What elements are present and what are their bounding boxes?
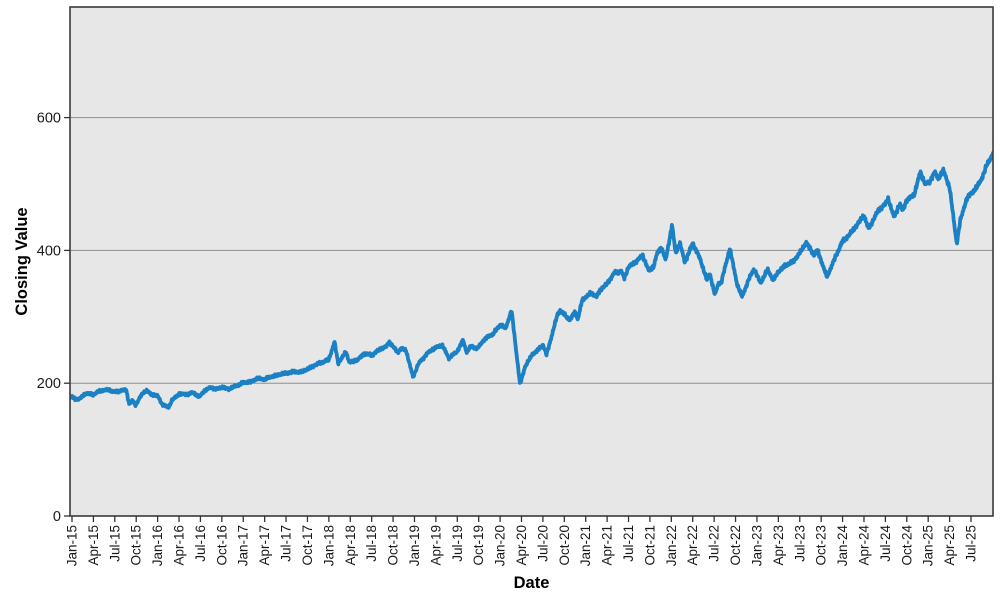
x-tick-label-Jan-25: Jan-25 (921, 525, 936, 566)
x-axis-title: Date (514, 574, 550, 592)
x-tick-label-Apr-17: Apr-17 (257, 525, 272, 566)
x-tick-label-Apr-24: Apr-24 (857, 525, 872, 566)
x-tick-label-Apr-25: Apr-25 (942, 525, 957, 566)
x-tick-label-Jul-21: Jul-21 (621, 525, 636, 562)
x-tick-label-Oct-15: Oct-15 (129, 525, 144, 566)
x-tick-label-Oct-16: Oct-16 (214, 525, 229, 566)
x-tick-label-Oct-22: Oct-22 (728, 525, 743, 566)
y-tick-label-400: 400 (37, 243, 61, 259)
plot-area (70, 7, 993, 516)
y-tick-label-0: 0 (53, 509, 61, 525)
x-tick-label-Apr-21: Apr-21 (600, 525, 615, 566)
x-tick-label-Apr-18: Apr-18 (343, 525, 358, 566)
x-tick-label-Jul-24: Jul-24 (878, 525, 893, 562)
x-tick-label-Jan-18: Jan-18 (321, 525, 336, 566)
x-tick-label-Jan-20: Jan-20 (493, 525, 508, 566)
x-tick-label-Oct-21: Oct-21 (642, 525, 657, 566)
x-tick-label-Oct-17: Oct-17 (300, 525, 315, 566)
x-tick-label-Jul-17: Jul-17 (279, 525, 294, 562)
x-tick-label-Jan-19: Jan-19 (407, 525, 422, 566)
x-tick-label-Jan-17: Jan-17 (236, 525, 251, 566)
x-tick-label-Jul-15: Jul-15 (107, 525, 122, 562)
x-tick-label-Oct-19: Oct-19 (471, 525, 486, 566)
x-tick-label-Apr-22: Apr-22 (685, 525, 700, 566)
y-tick-label-600: 600 (37, 111, 61, 127)
x-tick-label-Jul-25: Jul-25 (964, 525, 979, 562)
x-tick-label-Jan-24: Jan-24 (835, 525, 850, 567)
y-tick-label-200: 200 (37, 376, 61, 392)
x-tick-label-Jul-22: Jul-22 (707, 525, 722, 562)
x-tick-label-Jul-19: Jul-19 (450, 525, 465, 562)
y-axis-title: Closing Value (13, 207, 31, 315)
x-tick-label-Apr-19: Apr-19 (428, 525, 443, 566)
x-tick-label-Apr-23: Apr-23 (771, 525, 786, 566)
x-tick-label-Apr-16: Apr-16 (172, 525, 187, 566)
x-tick-label-Jan-16: Jan-16 (150, 525, 165, 566)
x-tick-label-Jul-16: Jul-16 (193, 525, 208, 562)
x-tick-label-Apr-20: Apr-20 (514, 525, 529, 566)
x-tick-label-Jan-21: Jan-21 (578, 525, 593, 566)
x-tick-label-Jul-18: Jul-18 (364, 525, 379, 562)
x-tick-label-Jul-23: Jul-23 (792, 525, 807, 562)
series-line-closing-value (70, 150, 993, 410)
x-tick-label-Jul-20: Jul-20 (535, 525, 550, 562)
x-tick-label-Jan-22: Jan-22 (664, 525, 679, 566)
x-tick-label-Oct-20: Oct-20 (557, 525, 572, 566)
x-tick-label-Jan-23: Jan-23 (750, 525, 765, 566)
x-tick-label-Jan-15: Jan-15 (65, 525, 80, 566)
x-tick-label-Apr-15: Apr-15 (86, 525, 101, 566)
x-tick-label-Oct-24: Oct-24 (899, 525, 914, 566)
plot-frame (69, 6, 994, 517)
x-tick-label-Oct-18: Oct-18 (386, 525, 401, 566)
x-tick-label-Oct-23: Oct-23 (814, 525, 829, 566)
